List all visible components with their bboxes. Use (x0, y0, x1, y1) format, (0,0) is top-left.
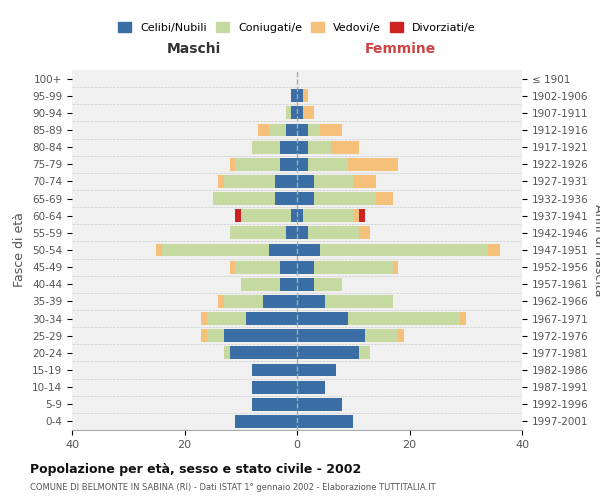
Bar (297, 106, 302, 120)
Bar (359, 226, 370, 239)
Bar (297, 415, 353, 428)
Bar (297, 330, 365, 342)
Bar (314, 175, 353, 188)
Bar (376, 192, 392, 205)
Bar (207, 312, 247, 325)
Bar (263, 295, 297, 308)
Bar (297, 226, 308, 239)
Bar (252, 380, 297, 394)
Bar (460, 312, 466, 325)
Bar (308, 140, 331, 153)
Bar (235, 210, 241, 222)
Bar (297, 364, 337, 376)
Bar (302, 106, 314, 120)
Bar (488, 244, 499, 256)
Text: Femmine: Femmine (365, 42, 436, 56)
Bar (297, 244, 320, 256)
Bar (359, 346, 370, 360)
Bar (302, 90, 308, 102)
Bar (297, 175, 314, 188)
Bar (218, 295, 224, 308)
Bar (280, 140, 297, 153)
Bar (235, 415, 297, 428)
Bar (241, 210, 292, 222)
Bar (257, 124, 269, 136)
Bar (320, 244, 488, 256)
Bar (398, 330, 404, 342)
Bar (286, 106, 292, 120)
Bar (252, 140, 280, 153)
Bar (297, 192, 314, 205)
Bar (308, 124, 320, 136)
Bar (218, 175, 224, 188)
Bar (325, 295, 392, 308)
Bar (359, 210, 365, 222)
Y-axis label: Anni di nascita: Anni di nascita (592, 204, 600, 296)
Bar (314, 260, 392, 274)
Bar (157, 244, 162, 256)
Bar (241, 278, 280, 290)
Bar (275, 192, 297, 205)
Bar (280, 158, 297, 170)
Bar (353, 210, 359, 222)
Bar (229, 260, 235, 274)
Text: COMUNE DI BELMONTE IN SABINA (RI) - Dati ISTAT 1° gennaio 2002 - Elaborazione TU: COMUNE DI BELMONTE IN SABINA (RI) - Dati… (30, 482, 436, 492)
Legend: Celibi/Nubili, Coniugati/e, Vedovi/e, Divorziati/e: Celibi/Nubili, Coniugati/e, Vedovi/e, Di… (114, 18, 480, 38)
Bar (224, 330, 297, 342)
Bar (202, 330, 207, 342)
Bar (280, 260, 297, 274)
Bar (275, 175, 297, 188)
Bar (314, 278, 342, 290)
Y-axis label: Fasce di età: Fasce di età (13, 212, 26, 288)
Bar (297, 312, 347, 325)
Bar (308, 226, 359, 239)
Bar (392, 260, 398, 274)
Bar (269, 124, 286, 136)
Bar (297, 278, 314, 290)
Bar (365, 330, 398, 342)
Bar (162, 244, 269, 256)
Bar (224, 175, 275, 188)
Bar (347, 158, 398, 170)
Bar (229, 158, 235, 170)
Bar (280, 278, 297, 290)
Bar (224, 346, 229, 360)
Bar (229, 226, 286, 239)
Bar (353, 175, 376, 188)
Bar (292, 210, 297, 222)
Bar (297, 210, 302, 222)
Bar (202, 312, 207, 325)
Bar (252, 364, 297, 376)
Bar (297, 124, 308, 136)
Bar (297, 398, 342, 410)
Bar (331, 140, 359, 153)
Bar (212, 192, 275, 205)
Bar (297, 260, 314, 274)
Bar (224, 295, 263, 308)
Bar (229, 346, 297, 360)
Bar (297, 346, 359, 360)
Bar (235, 158, 280, 170)
Bar (292, 106, 297, 120)
Bar (347, 312, 460, 325)
Bar (207, 330, 224, 342)
Bar (269, 244, 297, 256)
Text: Popolazione per età, sesso e stato civile - 2002: Popolazione per età, sesso e stato civil… (30, 462, 361, 475)
Bar (297, 295, 325, 308)
Text: Maschi: Maschi (166, 42, 221, 56)
Bar (320, 124, 342, 136)
Bar (286, 124, 297, 136)
Bar (286, 226, 297, 239)
Bar (235, 260, 280, 274)
Bar (308, 158, 347, 170)
Bar (302, 210, 353, 222)
Bar (297, 140, 308, 153)
Bar (314, 192, 376, 205)
Bar (297, 380, 325, 394)
Bar (297, 90, 302, 102)
Bar (292, 90, 297, 102)
Bar (297, 158, 308, 170)
Bar (247, 312, 297, 325)
Bar (252, 398, 297, 410)
